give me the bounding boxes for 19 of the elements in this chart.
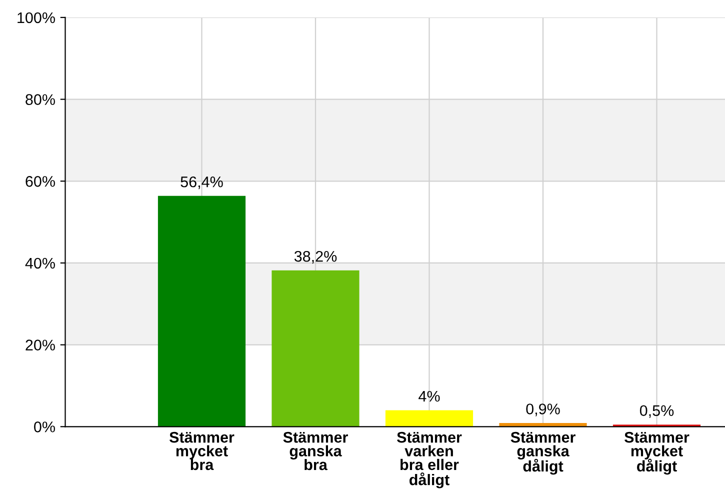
y-tick-label: 40% xyxy=(25,258,55,269)
x-tick-label: Stämmer mycket dåligt xyxy=(624,432,690,475)
x-tick-label: Stämmer varken bra eller dåligt xyxy=(396,432,462,488)
bar xyxy=(385,410,474,427)
bar xyxy=(272,270,360,427)
x-tick-label: Stämmer ganska dåligt xyxy=(510,432,576,475)
data-label: 0,5% xyxy=(640,405,674,418)
y-tick-label: 80% xyxy=(26,94,55,105)
y-tick-label: 60% xyxy=(26,176,55,187)
data-label: 38,2% xyxy=(294,250,337,264)
bar xyxy=(158,196,246,427)
data-label: 56,4% xyxy=(180,176,223,190)
y-tick-label: 100% xyxy=(18,12,55,24)
y-tick-label: 20% xyxy=(26,340,55,350)
data-label: 4% xyxy=(418,390,440,402)
y-tick-label: 0% xyxy=(34,422,55,432)
data-label: 0,9% xyxy=(526,404,560,416)
x-tick-label: Stämmer ganska bra xyxy=(283,432,348,470)
x-tick-label: Stämmer mycket bra xyxy=(169,432,234,470)
